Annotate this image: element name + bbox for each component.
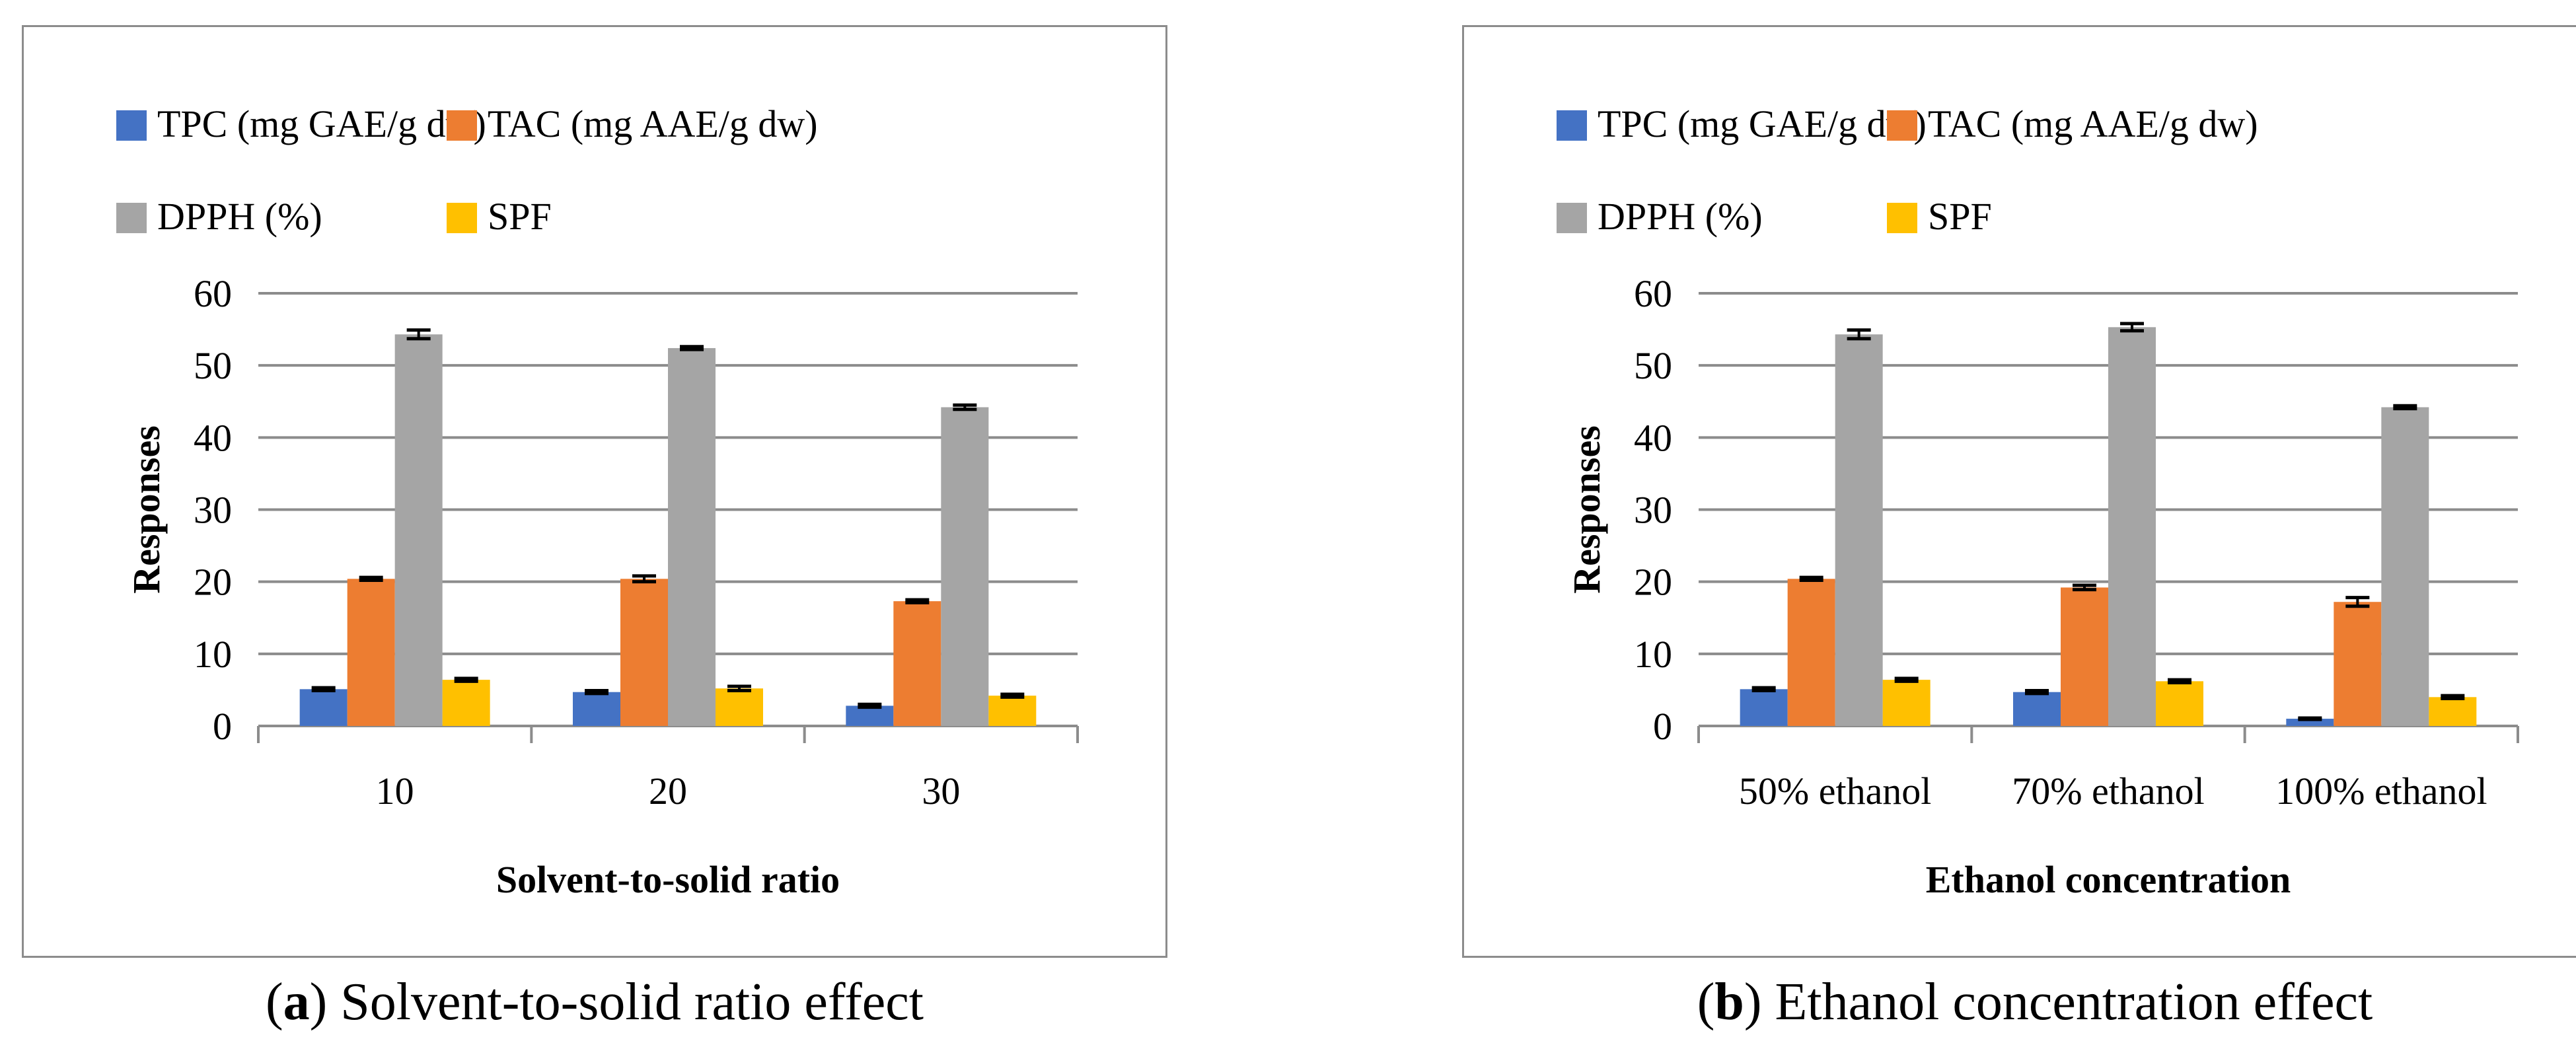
bar-b-0-0 xyxy=(1740,689,1788,726)
bar-a-2-1 xyxy=(668,347,716,726)
chart-panel-a: TPC (mg GAE/g dw) TAC (mg AAE/g dw) DPPH (… xyxy=(22,25,1167,958)
y-tick-label-b-20: 20 xyxy=(1634,561,1672,604)
caption-b-text: Ethanol concentration effect xyxy=(1775,973,2373,1031)
legend-swatch-a-1 xyxy=(447,110,477,141)
bar-a-3-2 xyxy=(988,696,1037,726)
bar-b-3-0 xyxy=(1882,680,1931,726)
caption-a-text: Solvent-to-solid ratio effect xyxy=(340,973,924,1031)
x-tick-label-a-1: 20 xyxy=(649,770,687,812)
bar-b-2-2 xyxy=(2381,407,2429,726)
legend-label-a-3: SPF xyxy=(488,195,552,238)
legend-label-b-3: SPF xyxy=(1928,195,1992,238)
y-tick-label-a-60: 60 xyxy=(194,272,232,315)
legend-swatch-b-1 xyxy=(1887,110,1917,141)
bar-b-1-1 xyxy=(2061,587,2108,726)
y-tick-label-b-60: 60 xyxy=(1634,272,1672,315)
bar-a-0-1 xyxy=(573,692,620,726)
legend-label-a-2: DPPH (%) xyxy=(157,195,322,238)
legend-swatch-a-0 xyxy=(116,110,147,141)
caption-a: (a) Solvent-to-solid ratio effect xyxy=(265,973,924,1031)
y-tick-label-b-10: 10 xyxy=(1634,633,1672,676)
chart-panel-b: TPC (mg GAE/g dw) TAC (mg AAE/g dw) DPPH (… xyxy=(1462,25,2576,958)
bar-a-3-1 xyxy=(716,688,763,726)
bar-b-2-1 xyxy=(2108,327,2156,726)
x-tick-label-b-0: 50% ethanol xyxy=(1739,770,1932,812)
bar-b-1-0 xyxy=(1787,579,1835,726)
legend-label-a-0: TPC (mg GAE/g dw) xyxy=(157,102,486,145)
legend-swatch-b-3 xyxy=(1887,203,1917,233)
y-tick-label-a-40: 40 xyxy=(194,416,232,459)
bar-b-3-2 xyxy=(2429,697,2477,726)
bar-a-3-0 xyxy=(442,680,490,726)
y-axis-title-a: Responses xyxy=(125,425,168,594)
x-tick-label-a-0: 10 xyxy=(376,770,414,812)
legend-label-b-2: DPPH (%) xyxy=(1598,195,1763,238)
x-axis-title-b: Ethanol concentration xyxy=(1926,858,2291,901)
y-axis-title-b: Responses xyxy=(1565,425,1608,594)
bar-a-1-2 xyxy=(893,601,941,726)
legend-label-b-1: TAC (mg AAE/g dw) xyxy=(1928,102,2258,145)
y-tick-label-a-0: 0 xyxy=(213,705,232,748)
legend-label-b-0: TPC (mg GAE/g dw) xyxy=(1598,102,1927,145)
bar-b-3-1 xyxy=(2156,681,2203,726)
caption-b-label: b xyxy=(1714,973,1744,1031)
y-tick-label-a-50: 50 xyxy=(194,344,232,387)
x-tick-label-a-2: 30 xyxy=(922,770,960,812)
caption-b: (b) Ethanol concentration effect xyxy=(1697,973,2373,1031)
legend-swatch-b-2 xyxy=(1557,203,1587,233)
bar-a-2-2 xyxy=(941,407,989,726)
bar-b-0-1 xyxy=(2013,692,2061,726)
bar-a-1-1 xyxy=(620,579,668,726)
x-tick-label-b-2: 100% ethanol xyxy=(2275,770,2487,812)
bar-a-0-0 xyxy=(299,689,348,726)
y-tick-label-a-30: 30 xyxy=(194,489,232,532)
x-axis-title-a: Solvent-to-solid ratio xyxy=(496,858,840,901)
bar-b-2-0 xyxy=(1835,334,1883,727)
bar-a-1-0 xyxy=(347,579,395,726)
y-tick-label-a-10: 10 xyxy=(194,633,232,676)
legend-swatch-b-0 xyxy=(1557,110,1587,141)
bar-a-0-2 xyxy=(846,705,894,726)
chart-a-svg: TPC (mg GAE/g dw) TAC (mg AAE/g dw) DPPH (… xyxy=(116,102,1079,901)
bar-b-0-2 xyxy=(2286,719,2334,726)
caption-a-label: a xyxy=(283,973,310,1031)
legend-swatch-a-2 xyxy=(116,203,147,233)
y-tick-label-b-40: 40 xyxy=(1634,416,1672,459)
legend-label-a-1: TAC (mg AAE/g dw) xyxy=(488,102,818,145)
x-tick-label-b-1: 70% ethanol xyxy=(2012,770,2205,812)
bar-a-2-0 xyxy=(394,334,443,727)
y-tick-label-b-0: 0 xyxy=(1653,705,1672,748)
chart-b-svg: TPC (mg GAE/g dw) TAC (mg AAE/g dw) DPPH (… xyxy=(1557,102,2519,901)
y-tick-label-a-20: 20 xyxy=(194,561,232,604)
y-tick-label-b-50: 50 xyxy=(1634,344,1672,387)
bar-b-1-2 xyxy=(2334,602,2382,726)
y-tick-label-b-30: 30 xyxy=(1634,489,1672,532)
legend-swatch-a-3 xyxy=(447,203,477,233)
